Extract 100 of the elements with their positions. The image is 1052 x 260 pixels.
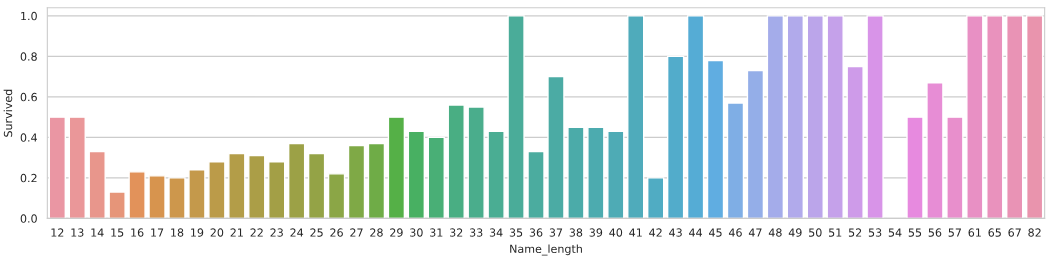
x-tick-label: 52 (848, 228, 862, 237)
x-tick-label: 44 (689, 228, 703, 237)
bar (128, 171, 146, 219)
x-tick-label: 43 (669, 228, 682, 237)
bar (866, 15, 884, 219)
x-tick-label: 21 (230, 228, 243, 237)
x-tick-label: 12 (51, 228, 64, 237)
bar (327, 173, 346, 219)
bar (168, 177, 186, 219)
x-tick-label: 20 (210, 228, 224, 237)
bar (986, 15, 1004, 219)
x-tick-label: 15 (111, 228, 124, 237)
bar (268, 161, 286, 219)
x-tick-label: 57 (948, 228, 961, 237)
x-tick-label: 67 (1008, 228, 1021, 237)
y-tick-label: 0.8 (20, 52, 37, 61)
x-tick-label: 23 (270, 228, 283, 237)
x-tick-label: 13 (71, 228, 84, 237)
bar (148, 175, 166, 219)
bar (946, 116, 964, 219)
y-tick-label: 0.0 (20, 214, 37, 223)
bar (208, 161, 226, 219)
bar (48, 116, 66, 219)
bar (387, 116, 406, 219)
bar (966, 15, 984, 219)
x-tick-label: 30 (410, 228, 423, 237)
x-tick-label: 65 (988, 228, 1001, 237)
x-tick-label: 32 (450, 228, 463, 237)
bar (567, 126, 585, 219)
x-tick-label: 33 (469, 228, 483, 237)
x-tick-label: 82 (1028, 228, 1041, 237)
bar (367, 142, 386, 219)
y-tick-label: 1.0 (21, 11, 37, 21)
x-tick-label: 25 (310, 228, 323, 237)
bar (108, 191, 126, 219)
x-tick-label: 40 (609, 228, 623, 237)
x-tick-label: 14 (91, 228, 104, 237)
bar (826, 15, 844, 219)
y-axis-title: Survived (3, 89, 13, 137)
bar (846, 65, 864, 219)
x-tick-label: 17 (151, 228, 164, 237)
x-tick-label: 39 (589, 228, 603, 237)
x-tick-label: 61 (968, 228, 981, 237)
bar (1025, 15, 1044, 219)
bar (547, 75, 565, 219)
bar (666, 55, 685, 219)
bar (407, 130, 426, 219)
bar (607, 130, 625, 219)
bar (347, 144, 366, 219)
bar (726, 102, 745, 219)
x-tick-label: 31 (430, 228, 443, 237)
bar (647, 177, 665, 219)
bar (746, 69, 765, 219)
bar (1006, 15, 1024, 219)
y-tick-label: 0.6 (20, 92, 37, 102)
x-tick-label: 26 (330, 228, 343, 237)
bar (68, 116, 86, 219)
bar (307, 152, 326, 219)
y-tick-label: 0.2 (20, 173, 37, 183)
x-tick-label: 37 (549, 228, 563, 237)
bar (527, 150, 545, 219)
bar (188, 169, 206, 219)
x-tick-label: 34 (489, 228, 503, 237)
x-tick-label: 49 (788, 228, 802, 237)
bar (786, 15, 804, 219)
x-tick-label: 24 (290, 228, 304, 237)
x-tick-label: 55 (908, 228, 922, 237)
x-tick-label: 16 (131, 228, 144, 237)
x-tick-label: 42 (649, 228, 662, 237)
x-tick-label: 48 (768, 228, 782, 237)
x-tick-label: 53 (868, 228, 882, 237)
x-tick-label: 41 (629, 228, 642, 237)
x-tick-label: 35 (509, 228, 523, 237)
x-tick-label: 19 (191, 228, 204, 237)
y-tick-label: 0.4 (20, 133, 37, 142)
bar (287, 142, 306, 219)
bar (806, 15, 824, 219)
bar (507, 15, 525, 219)
x-tick-label: 18 (171, 228, 184, 237)
bar (427, 136, 445, 219)
x-tick-label: 51 (828, 228, 842, 237)
x-tick-label: 22 (250, 228, 263, 237)
x-tick-label: 54 (888, 228, 902, 237)
x-tick-label: 47 (748, 228, 762, 237)
x-tick-label: 38 (569, 228, 583, 237)
x-tick-label: 28 (370, 228, 383, 237)
bar (248, 154, 266, 219)
x-tick-label: 36 (529, 228, 543, 237)
bar (627, 15, 645, 219)
bar (447, 104, 465, 219)
bar (766, 15, 785, 219)
x-tick-label: 29 (390, 228, 403, 237)
bar (228, 152, 246, 219)
bar (467, 106, 485, 219)
x-tick-label: 50 (809, 228, 822, 237)
bar (587, 126, 605, 219)
bar (487, 130, 505, 219)
x-axis-title: Name_length (510, 244, 582, 256)
bar (686, 15, 705, 219)
bar (906, 116, 924, 219)
